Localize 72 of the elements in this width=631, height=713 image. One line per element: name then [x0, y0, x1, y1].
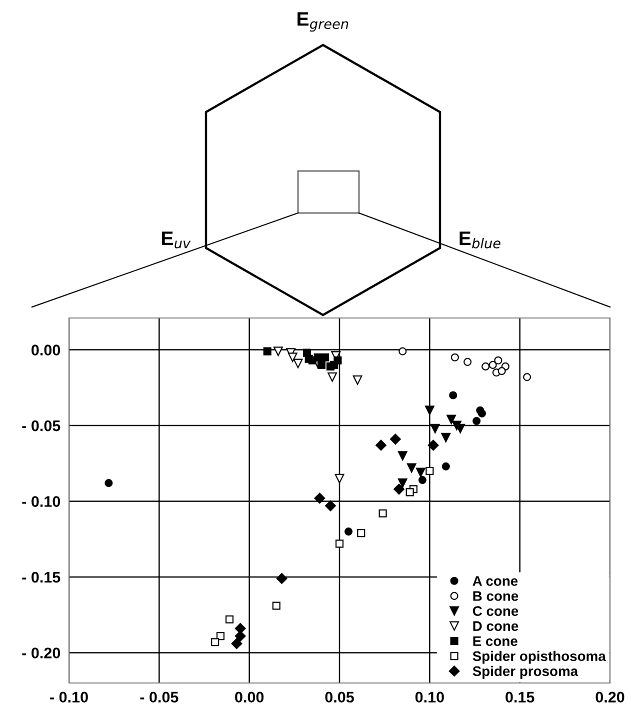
- point: [406, 463, 416, 473]
- point: [424, 406, 434, 416]
- point: [498, 366, 506, 376]
- point: [394, 484, 404, 495]
- point: [428, 440, 439, 451]
- point: [357, 529, 366, 538]
- point: [334, 356, 342, 364]
- point: [328, 372, 338, 382]
- legend-label: E cone: [473, 636, 518, 646]
- point: [344, 528, 353, 536]
- legend-label: D cone: [473, 621, 518, 631]
- point: [263, 347, 272, 356]
- point: [231, 638, 242, 650]
- point: [335, 540, 344, 548]
- point: [472, 416, 481, 426]
- x-tick-label: 0.00: [235, 692, 264, 703]
- point: [482, 362, 490, 370]
- point: [418, 476, 426, 484]
- point: [273, 346, 283, 356]
- point: [426, 466, 434, 475]
- point: [334, 474, 344, 484]
- point: [317, 360, 326, 369]
- x-tick-label: 0.10: [415, 692, 444, 703]
- point: [398, 347, 407, 356]
- point: [276, 573, 288, 584]
- text: E$_{green}$: [298, 12, 348, 32]
- point: [442, 462, 450, 470]
- x-tick-label: 0.20: [596, 692, 624, 703]
- point: [378, 509, 387, 518]
- y-tick-label: - 0.10: [22, 496, 60, 507]
- point: [321, 353, 330, 362]
- x-tick-label: 0.15: [506, 692, 534, 703]
- x-tick-label: - 0.05: [140, 692, 178, 703]
- point: [390, 434, 401, 445]
- point: [464, 358, 472, 366]
- point: [234, 630, 246, 642]
- point: [446, 414, 456, 424]
- x-tick-label: - 0.10: [50, 692, 88, 703]
- point: [104, 479, 113, 488]
- point: [449, 391, 458, 400]
- point: [450, 353, 459, 362]
- point: [288, 352, 298, 362]
- point: [216, 632, 225, 640]
- y-tick-label: - 0.15: [22, 572, 60, 583]
- y-tick-label: 0.00: [32, 344, 60, 356]
- legend-label: Spider prosoma: [472, 666, 578, 679]
- legend-label: C cone: [472, 606, 518, 616]
- point: [430, 424, 440, 434]
- point: [406, 488, 414, 496]
- legend-label: A cone: [472, 576, 518, 586]
- point: [494, 356, 502, 364]
- point: [352, 375, 362, 385]
- y-tick-label: - 0.05: [22, 420, 60, 432]
- point: [441, 432, 451, 442]
- legend-label: B cone: [473, 591, 518, 601]
- point: [398, 478, 408, 488]
- point: [211, 638, 220, 646]
- point: [293, 358, 303, 368]
- text: E$_{uv}$: [162, 232, 191, 248]
- point: [416, 468, 426, 478]
- point: [272, 602, 280, 610]
- point: [523, 373, 532, 382]
- x-tick-label: 0.05: [325, 692, 354, 703]
- point: [398, 451, 408, 461]
- point: [325, 500, 336, 512]
- point: [376, 440, 386, 451]
- text: E$_{blue}$: [460, 232, 500, 248]
- point: [314, 492, 326, 504]
- legend-label: Spider opisthosoma: [472, 650, 606, 664]
- y-tick-label: - 0.20: [22, 648, 60, 658]
- point: [478, 409, 486, 418]
- point: [225, 615, 234, 624]
